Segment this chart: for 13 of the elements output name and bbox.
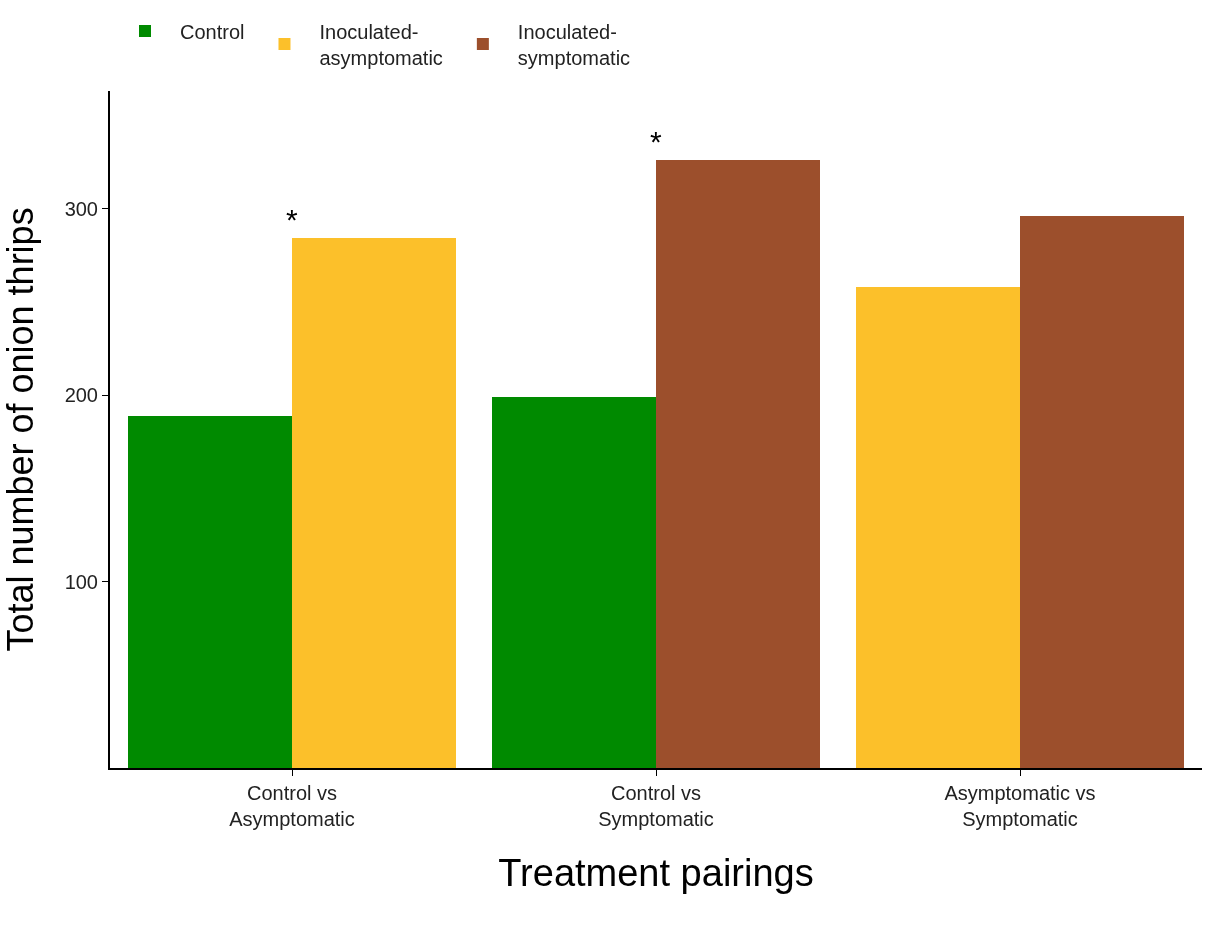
legend-label: Inoculated- asymptomatic (319, 20, 443, 69)
annotation: * (650, 125, 662, 158)
legend-label: Control (180, 20, 245, 43)
y-tick-label: 200 (64, 384, 98, 406)
y-tick-label: 100 (64, 570, 98, 593)
x-axis-title: Treatment pairings (498, 851, 814, 894)
y-axis-title: Total number of onion thrips (0, 207, 42, 652)
legend-label: Inoculated- symptomatic (517, 20, 631, 69)
y-tick-label: 300 (64, 197, 98, 220)
x-tick-label: Asymptomatic vs Symptomatic (944, 782, 1096, 830)
x-tick-label: Control vs Symptomatic (598, 782, 714, 830)
x-tick-label: Control vs Asymptomatic (229, 782, 355, 830)
annotation: * (286, 203, 298, 236)
